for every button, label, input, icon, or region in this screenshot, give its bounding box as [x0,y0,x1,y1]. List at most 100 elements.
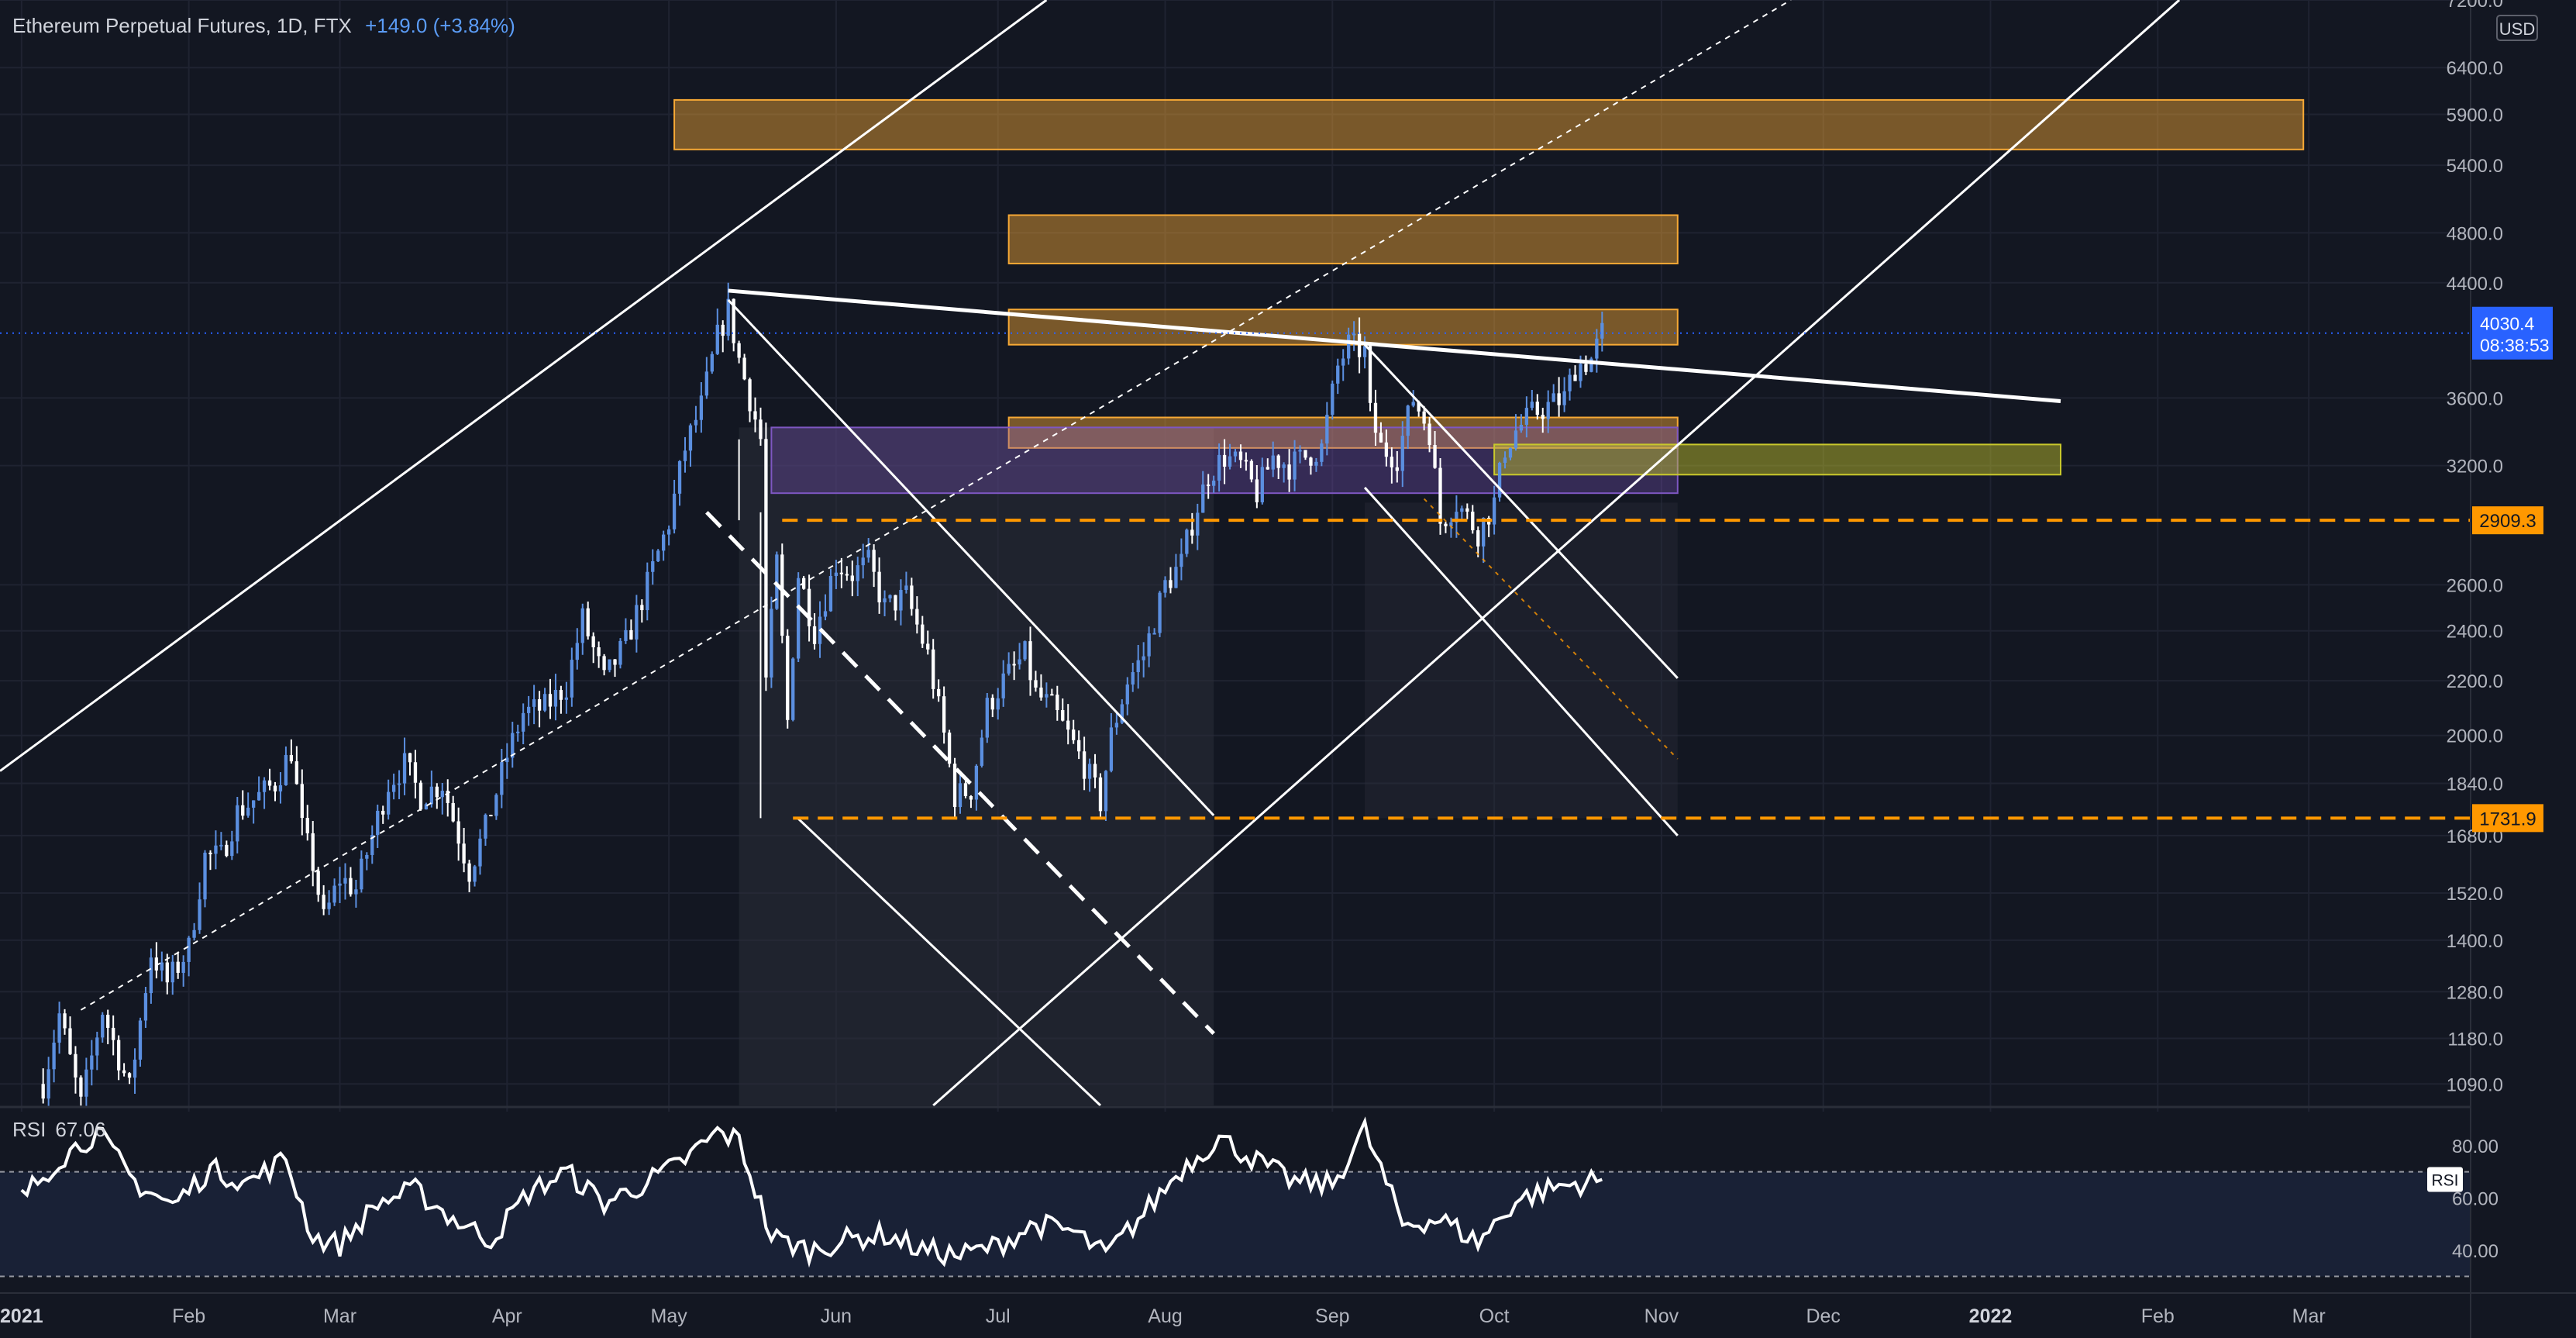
candle-up [532,699,536,707]
candle-up [181,961,185,973]
rsi-pane[interactable] [0,1105,2576,1287]
symbol-title[interactable]: Ethereum Perpetual Futures, 1D, FTX [12,14,352,37]
rsi-axis-tag-text: RSI [2431,1171,2458,1189]
candle-up [985,698,989,738]
candle-down [154,957,159,971]
price-tick-label: 5400.0 [2447,156,2503,177]
candle-up [1104,771,1108,812]
candle-up [770,609,773,678]
candle-up [1180,553,1183,567]
candle-down [1222,454,1227,467]
candle-up [1163,580,1167,593]
candle-up [823,611,828,617]
candle-down [1287,464,1291,480]
candle-up [101,1015,105,1038]
price-tick-label: 2400.0 [2447,622,2503,643]
candle-up [1007,664,1011,674]
candle-up [672,493,677,529]
candle-down [1444,523,1448,526]
channel-upper-line[interactable] [0,0,1048,772]
candle-up [1174,567,1178,588]
zone-orange[interactable] [673,98,2305,150]
candle-up [694,419,698,426]
symbol-legend: Ethereum Perpetual Futures, 1D, FTX +149… [12,14,515,38]
time-tick-label: Oct [1479,1305,1510,1327]
candle-up [1114,722,1119,728]
candle-down [467,863,471,882]
candle-up [1282,464,1286,468]
candle-up [187,937,191,962]
candle-up [149,957,153,994]
trend-lines[interactable] [0,0,2181,1107]
candle-down [79,1077,83,1097]
falling-channel-upper[interactable] [727,298,1215,816]
candle-down [807,588,811,626]
candle-up [1271,455,1275,470]
rsi-axis-tag[interactable] [2427,1167,2463,1192]
time-tick-label: Mar [323,1305,356,1327]
candle-up [397,783,401,785]
candle-up [1455,512,1458,522]
zone-yellow[interactable] [1493,443,2061,476]
candle-up [429,786,434,805]
resistance-trendline[interactable] [728,288,2061,404]
candle-down [1082,751,1087,779]
candle-up [1508,447,1513,458]
zone-orange[interactable] [1007,416,1679,449]
candle-down [613,659,617,665]
candle-up [1530,402,1534,409]
rsi-line [20,1116,1603,1268]
candle-down [1012,664,1016,666]
time-tick-label: Aug [1148,1305,1182,1327]
last-price-tag[interactable] [2472,306,2553,360]
zone-orange[interactable] [1007,214,1679,264]
candle-down [1368,346,1372,403]
price-tick-label: 1180.0 [2447,1029,2503,1050]
candle-down [1244,460,1248,462]
candle-up [791,658,795,720]
candle-up [715,324,719,354]
level-price-tag[interactable] [2472,506,2543,535]
falling-channel-lower[interactable] [797,818,1102,1107]
candle-up [651,560,655,572]
price-tick-label: 1090.0 [2447,1074,2503,1095]
channel-lower-line[interactable] [932,0,2181,1107]
currency-box[interactable] [2496,15,2538,41]
candle-down [1039,687,1043,698]
candle-up [1514,430,1518,448]
candle-up [542,694,547,711]
sep-channel-upper[interactable] [1363,343,1679,679]
level-price-tag[interactable] [2472,804,2543,833]
candle-up [1579,364,1582,381]
candle-down [1476,530,1480,547]
candle-down [305,818,309,833]
candle-up [1293,451,1297,480]
candle-up [958,783,963,808]
horizontal-levels[interactable] [0,332,2471,820]
candle-down [273,785,277,791]
candle-down [116,1040,121,1071]
candle-up [980,737,984,766]
candle-up [1400,436,1404,471]
candle-down [872,550,876,572]
candle-down [786,636,790,720]
candle-down [969,796,973,800]
falling-channel-mid[interactable] [705,511,1215,1036]
candle-up [198,899,201,930]
candle-up [575,643,579,660]
candle-up [90,1055,94,1070]
candle-down [294,761,298,785]
zone-orange[interactable] [1007,309,1679,346]
candle-down [122,1070,126,1074]
candle-up [236,805,239,842]
rsi-legend[interactable]: RSI 67.06 [12,1118,105,1142]
candle-down [165,962,169,983]
candle-up [866,550,870,558]
candle-up [1211,480,1216,486]
sep-channel-lower[interactable] [1363,486,1679,836]
last-price-value: 4030.4 [2480,314,2535,334]
time-tick-label: 2021 [0,1305,43,1327]
